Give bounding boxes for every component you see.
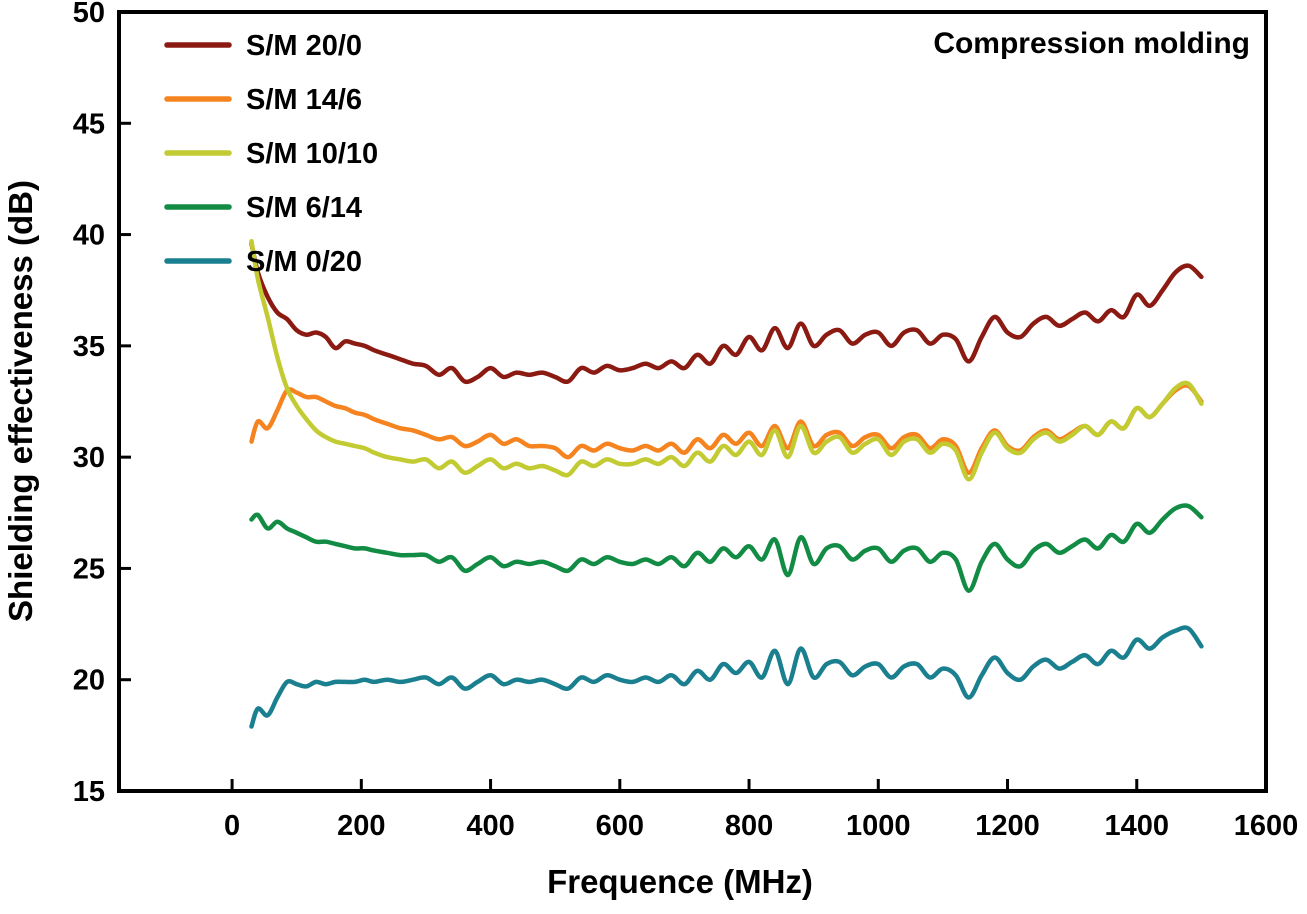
plot-layer: 0 200 400 600 800 1000 1200 1400 1600 15 20 25 30 35 4… [73, 0, 1299, 842]
legend-label-s-m-20-0: S/M 20/0 [246, 30, 362, 62]
y-tick-label: 35 [73, 331, 105, 363]
legend-label-s-m-0-20: S/M 0/20 [246, 246, 362, 278]
plot-annotation: Compression molding [933, 27, 1250, 60]
x-tick-label: 1600 [1234, 810, 1299, 842]
y-tick-label: 20 [73, 665, 105, 697]
series-line-s-m-0-20 [249, 625, 1204, 729]
series-line-s-m-6-14 [249, 503, 1204, 593]
x-tick-label: 600 [596, 810, 644, 842]
legend-label-s-m-6-14: S/M 6/14 [246, 192, 362, 224]
y-tick-label: 45 [73, 108, 105, 140]
y-tick-label: 25 [73, 553, 105, 585]
y-tick-label: 30 [73, 442, 105, 474]
x-tick-label: 1200 [975, 810, 1040, 842]
series-line-s-m-10-10 [249, 238, 1204, 482]
y-tick-label: 15 [73, 776, 105, 808]
x-tick-label: 800 [725, 810, 773, 842]
x-tick-label: 1400 [1105, 810, 1170, 842]
x-tick-label: 0 [224, 810, 240, 842]
y-tick-label: 50 [73, 0, 105, 29]
x-tick-label: 400 [466, 810, 514, 842]
y-axis-title: Shielding effectiveness (dB) [2, 180, 39, 622]
legend-label-s-m-10-10: S/M 10/10 [246, 138, 378, 170]
y-tick-label: 40 [73, 220, 105, 252]
plot-frame [117, 10, 1268, 793]
legend-label-s-m-14-6: S/M 14/6 [246, 84, 362, 116]
x-axis-title: Frequence (MHz) [547, 863, 813, 900]
x-tick-label: 1000 [846, 810, 911, 842]
series-line-s-m-20-0 [249, 241, 1204, 385]
x-tick-label: 200 [337, 810, 385, 842]
